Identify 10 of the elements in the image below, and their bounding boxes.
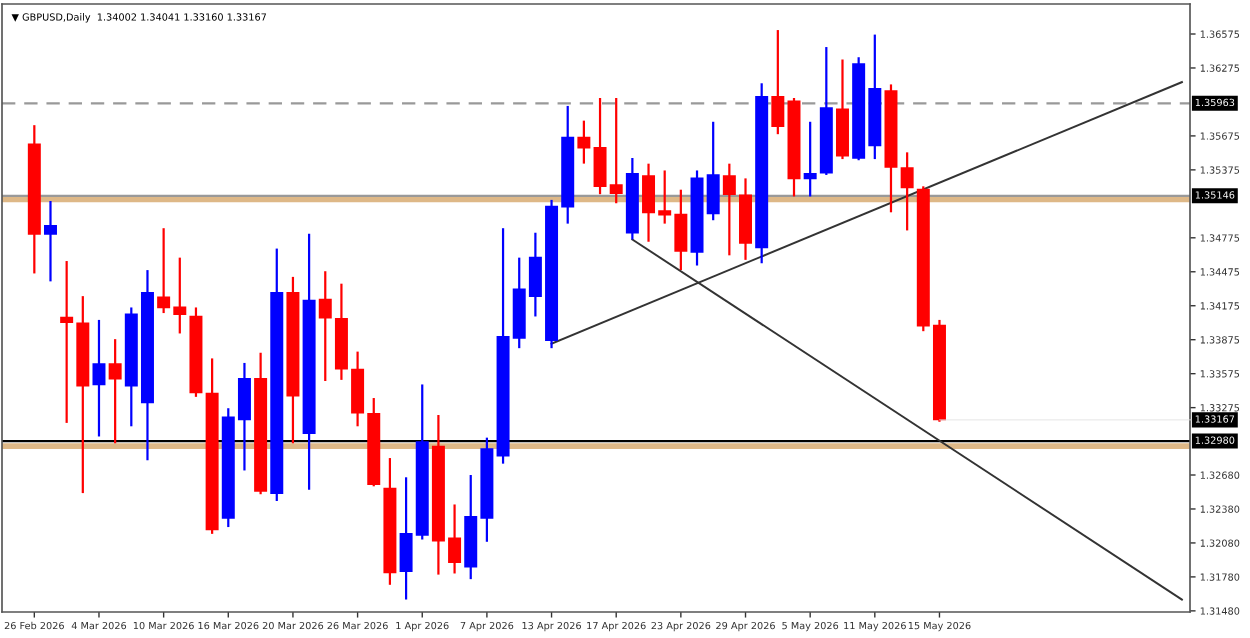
candlestick <box>43 201 57 282</box>
candlestick <box>900 152 914 231</box>
candlestick <box>771 30 785 135</box>
candlestick <box>318 271 332 382</box>
candlestick <box>739 178 753 260</box>
candlestick <box>722 163 736 256</box>
candlestick <box>92 319 106 437</box>
candlestick <box>835 59 849 160</box>
candlestick <box>577 120 591 164</box>
candlestick <box>108 339 122 444</box>
